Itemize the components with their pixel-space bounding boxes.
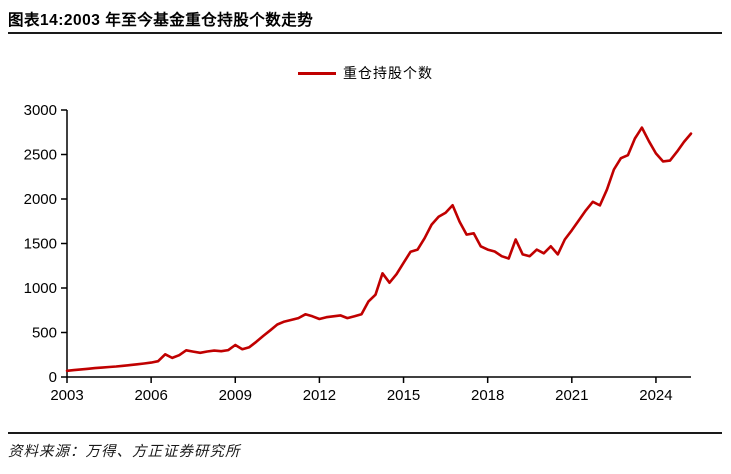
footer-divider <box>8 432 722 434</box>
legend-series-label: 重仓持股个数 <box>343 65 433 81</box>
x-tick-label: 2024 <box>639 387 672 404</box>
x-tick-label: 2018 <box>471 387 504 404</box>
y-tick-label: 2000 <box>24 191 57 208</box>
series-line <box>65 126 693 373</box>
title-divider <box>8 32 722 34</box>
chart-title: 图表14:2003 年至今基金重仓持股个数走势 <box>8 12 314 29</box>
x-tick-label: 2006 <box>134 387 167 404</box>
x-tick-label: 2021 <box>555 387 588 404</box>
y-tick-label: 0 <box>49 369 57 386</box>
y-tick-label: 1500 <box>24 236 57 253</box>
y-tick-label: 1000 <box>24 280 57 297</box>
x-tick-label: 2009 <box>219 387 252 404</box>
chart-legend: 重仓持股个数 <box>0 64 731 82</box>
y-tick-label: 3000 <box>24 102 57 119</box>
x-tick-label: 2015 <box>387 387 420 404</box>
legend-line-swatch <box>298 71 336 75</box>
y-tick-label: 500 <box>32 325 57 342</box>
y-tick-label: 2500 <box>24 147 57 164</box>
x-tick-label: 2012 <box>303 387 336 404</box>
source-attribution: 资料来源：万得、方正证券研究所 <box>8 444 241 460</box>
x-tick-label: 2003 <box>50 387 83 404</box>
